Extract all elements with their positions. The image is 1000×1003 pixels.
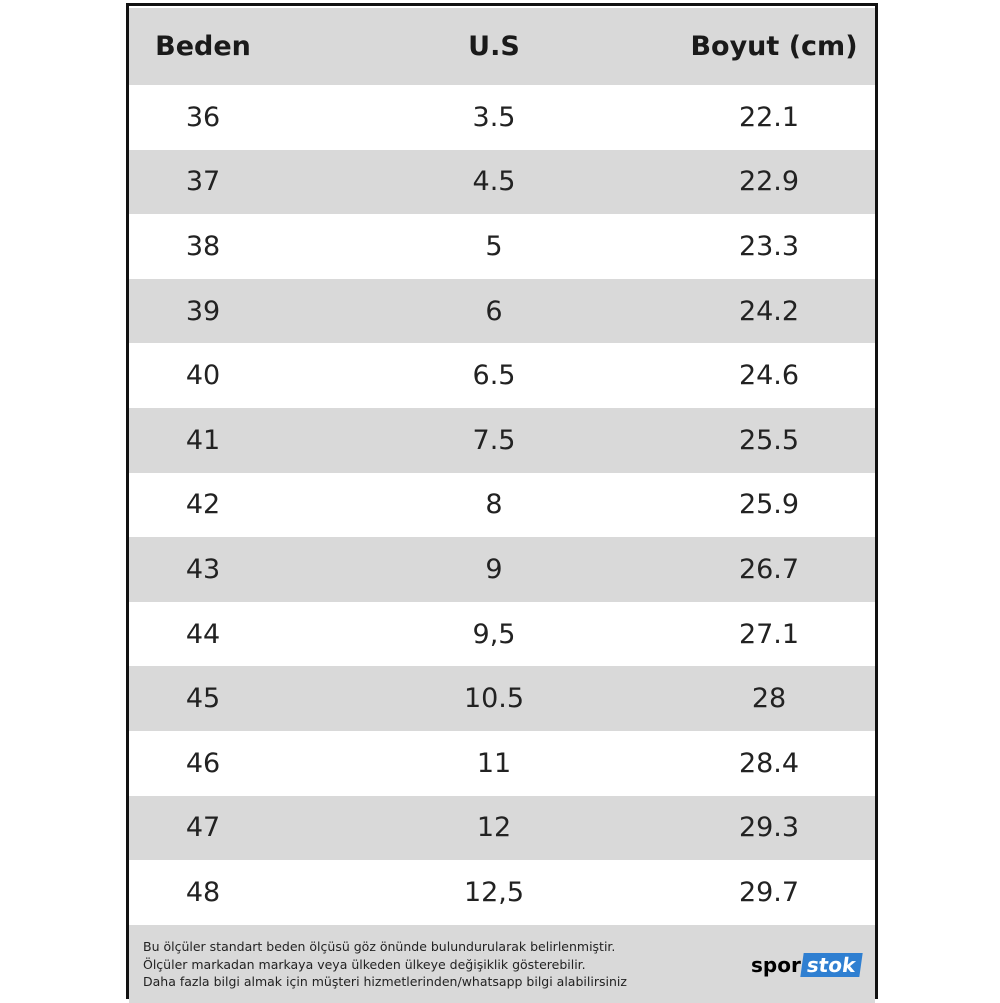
table-cell: 3.5 — [472, 101, 516, 133]
table-cell: 23.3 — [738, 230, 800, 262]
table-row: 41 7.5 25.5 — [129, 408, 875, 473]
table-cell: 6 — [485, 295, 503, 327]
table-cell: 22.1 — [738, 101, 800, 133]
table-cell: 12 — [476, 812, 512, 844]
logo-text: spor — [751, 953, 801, 977]
table-cell: 9,5 — [472, 618, 516, 650]
table-cell: 29.3 — [738, 812, 800, 844]
table-cell: 25.5 — [738, 424, 800, 456]
table-cell: 12,5 — [463, 876, 525, 908]
table-row: 44 9,5 27.1 — [129, 602, 875, 667]
header-cell: Beden — [155, 31, 251, 62]
header-cell: U.S — [468, 31, 520, 62]
table-cell: 4.5 — [472, 166, 516, 198]
header-row: Beden U.S Boyut (cm) — [129, 8, 875, 85]
table-row: 36 3.5 22.1 — [129, 85, 875, 150]
table-cell: 47 — [185, 812, 221, 844]
table-cell: 24.6 — [738, 360, 800, 392]
table-cell: 27.1 — [738, 618, 800, 650]
table-cell: 28.4 — [738, 747, 800, 779]
table-cell: 40 — [185, 360, 221, 392]
table-row: 48 12,5 29.7 — [129, 860, 875, 925]
table-cell: 26.7 — [738, 553, 800, 585]
table-cell: 24.2 — [738, 295, 800, 327]
footer-note: Daha fazla bilgi almak için müşteri hizm… — [143, 974, 627, 989]
table-row: 40 6.5 24.6 — [129, 343, 875, 408]
table-cell: 9 — [485, 553, 503, 585]
table-cell: 46 — [185, 747, 221, 779]
table-cell: 48 — [185, 876, 221, 908]
table-row: 43 9 26.7 — [129, 537, 875, 602]
table-cell: 5 — [485, 230, 503, 262]
logo: spor stok — [751, 953, 863, 977]
footer-note: Bu ölçüler standart beden ölçüsü göz önü… — [143, 939, 616, 954]
table-cell: 6.5 — [472, 360, 516, 392]
table-row: 39 6 24.2 — [129, 278, 875, 344]
table-cell: 10.5 — [463, 683, 525, 715]
table-cell: 39 — [185, 295, 221, 327]
table-cell: 29.7 — [738, 876, 800, 908]
table-cell: 45 — [185, 683, 221, 715]
table-cell: 41 — [185, 424, 221, 456]
footer-note: Ölçüler markadan markaya veya ülkeden ül… — [143, 956, 586, 972]
table-cell: 25.9 — [738, 489, 800, 521]
table-row: 47 12 29.3 — [129, 795, 875, 861]
table-cell: 43 — [185, 553, 221, 585]
table-cell: 8 — [485, 489, 503, 521]
logo-badge: stok — [800, 953, 863, 977]
size-table: spor stok Bu ölçüler standart beden ölçü… — [126, 3, 878, 1003]
table-cell: 37 — [185, 166, 221, 198]
table-cell: 44 — [185, 618, 221, 650]
header-cell: Boyut (cm) — [690, 31, 858, 62]
table-row: 46 11 28.4 — [129, 731, 875, 796]
table-cell: 11 — [476, 747, 512, 779]
footer: spor stok Bu ölçüler standart beden ölçü… — [129, 925, 875, 1003]
table-cell: 38 — [185, 230, 221, 262]
table-cell: 22.9 — [738, 166, 800, 198]
table-row: 38 5 23.3 — [129, 214, 875, 279]
table-row: 37 4.5 22.9 — [129, 149, 875, 215]
table-row: 45 10.5 28 — [129, 666, 875, 731]
table-row: 42 8 25.9 — [129, 473, 875, 538]
table-cell: 7.5 — [472, 424, 516, 456]
table-cell: 36 — [185, 101, 221, 133]
table-cell: 28 — [751, 683, 787, 715]
table-cell: 42 — [185, 489, 221, 521]
